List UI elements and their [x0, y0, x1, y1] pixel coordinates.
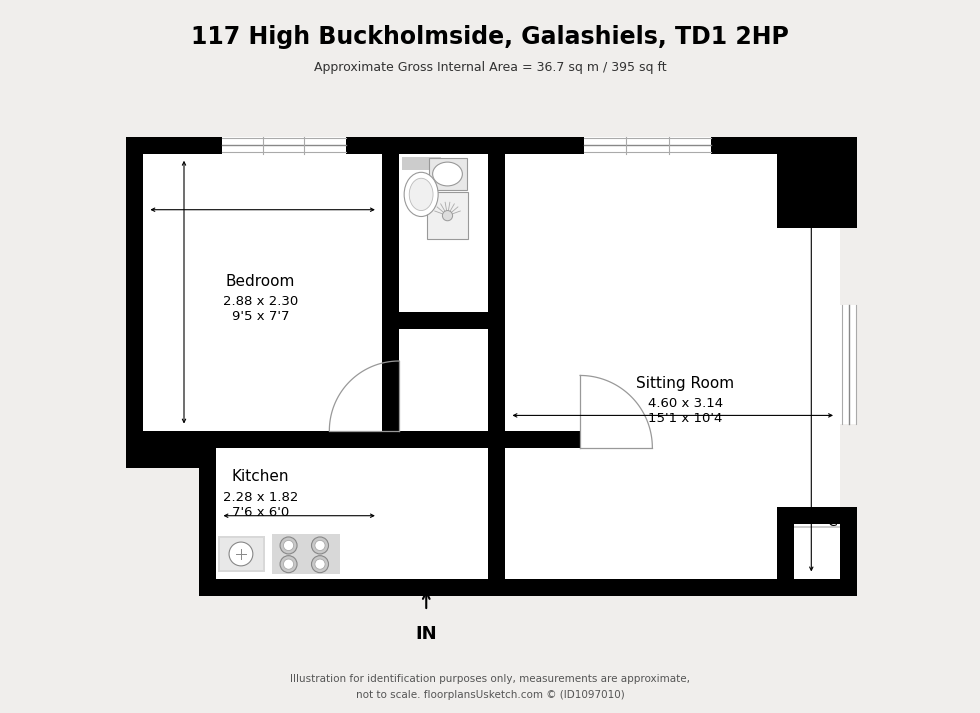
- Bar: [795, 507, 840, 524]
- Circle shape: [442, 210, 453, 221]
- Text: C: C: [828, 515, 838, 528]
- Text: Approximate Gross Internal Area = 36.7 sq m / 395 sq ft: Approximate Gross Internal Area = 36.7 s…: [314, 61, 666, 73]
- Text: 9'5 x 7'7: 9'5 x 7'7: [231, 310, 289, 323]
- Circle shape: [229, 542, 253, 566]
- Text: Bedroom: Bedroom: [225, 274, 295, 289]
- Bar: [399, 329, 488, 431]
- Bar: [840, 305, 858, 424]
- Bar: [222, 137, 346, 153]
- Bar: [488, 431, 506, 579]
- Bar: [271, 535, 339, 573]
- Text: Sitting Room: Sitting Room: [636, 376, 735, 391]
- Circle shape: [280, 537, 297, 554]
- Bar: [143, 431, 382, 448]
- Text: Kitchen: Kitchen: [231, 469, 289, 484]
- Bar: [220, 538, 263, 570]
- Text: IN: IN: [416, 625, 437, 642]
- Bar: [399, 153, 488, 312]
- Bar: [506, 431, 580, 448]
- Text: 4.60 x 3.14: 4.60 x 3.14: [648, 397, 723, 410]
- Text: 2.88 x 2.30: 2.88 x 2.30: [222, 295, 298, 308]
- Bar: [506, 153, 777, 507]
- Bar: [795, 526, 840, 528]
- Bar: [403, 157, 441, 170]
- Bar: [382, 448, 506, 579]
- Bar: [143, 153, 382, 431]
- Circle shape: [283, 540, 294, 550]
- Text: 15'1 x 10'4: 15'1 x 10'4: [649, 412, 722, 426]
- Circle shape: [312, 555, 328, 573]
- Text: 117 High Buckholmside, Galashiels, TD1 2HP: 117 High Buckholmside, Galashiels, TD1 2…: [191, 25, 789, 49]
- Text: Illustration for identification purposes only, measurements are approximate,: Illustration for identification purposes…: [290, 674, 690, 684]
- Bar: [218, 536, 265, 572]
- Text: not to scale. floorplansUsketch.com © (ID1097010): not to scale. floorplansUsketch.com © (I…: [356, 690, 624, 700]
- Bar: [488, 153, 506, 329]
- Bar: [777, 507, 795, 579]
- Circle shape: [315, 559, 325, 569]
- Circle shape: [312, 537, 328, 554]
- Ellipse shape: [404, 173, 438, 217]
- Ellipse shape: [410, 178, 433, 210]
- Bar: [777, 228, 840, 507]
- Bar: [583, 137, 711, 153]
- Bar: [427, 192, 467, 239]
- Bar: [217, 448, 382, 579]
- Bar: [506, 507, 777, 579]
- Text: 7'6 x 6'0: 7'6 x 6'0: [232, 506, 289, 519]
- Circle shape: [283, 559, 294, 569]
- Circle shape: [280, 555, 297, 573]
- Text: 2.28 x 1.82: 2.28 x 1.82: [222, 491, 298, 503]
- Circle shape: [315, 540, 325, 550]
- Bar: [777, 524, 840, 579]
- Bar: [429, 158, 467, 190]
- Bar: [399, 312, 488, 329]
- Polygon shape: [126, 137, 858, 595]
- Ellipse shape: [432, 162, 463, 186]
- Bar: [382, 153, 399, 431]
